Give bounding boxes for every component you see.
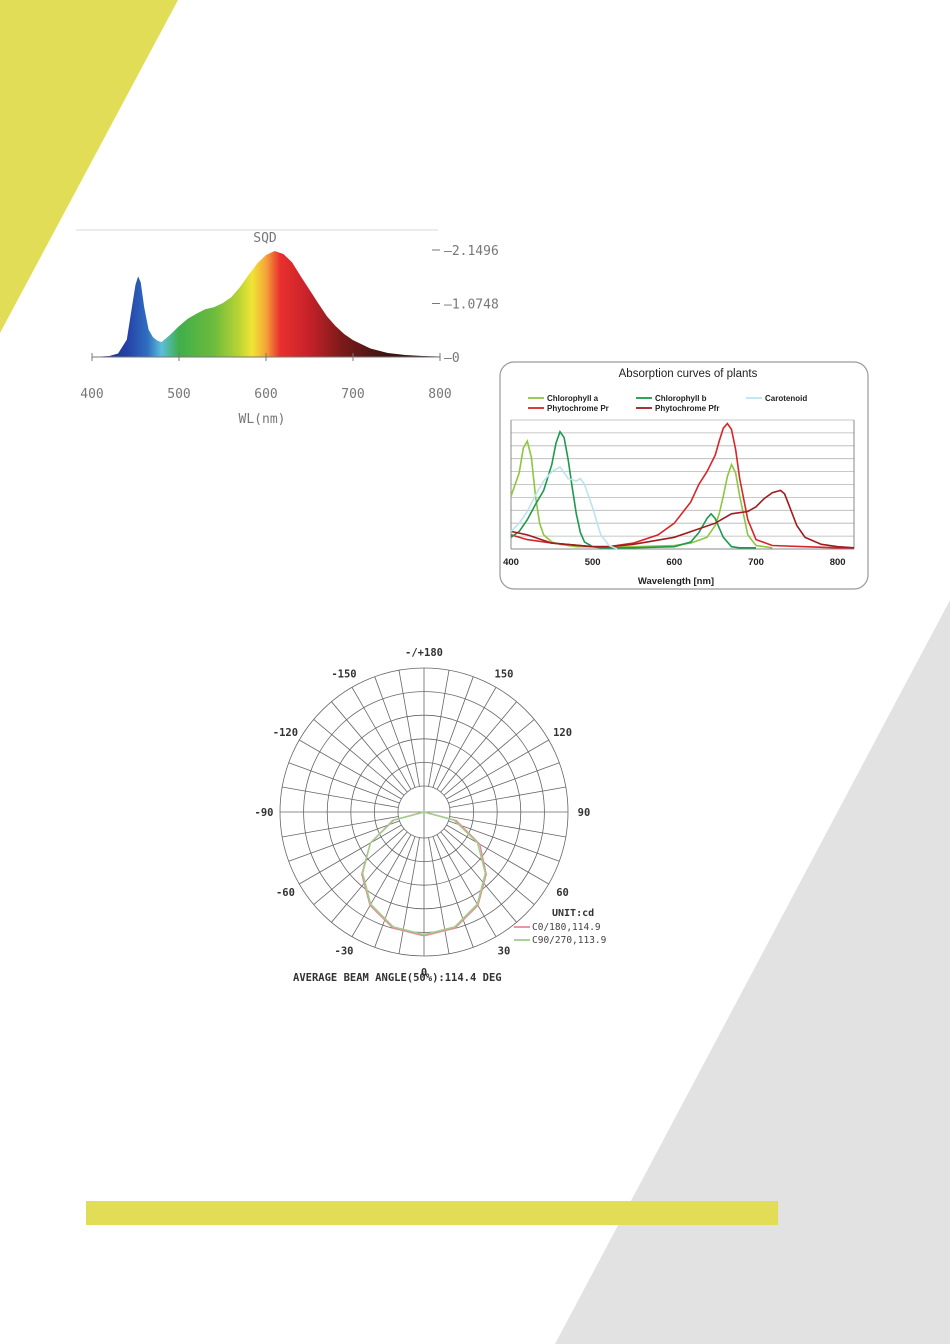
polar-spoke bbox=[446, 824, 549, 885]
polar-angle-label: -120 bbox=[273, 727, 298, 739]
spd-x-tick-label: 600 bbox=[254, 387, 277, 402]
polar-spoke bbox=[351, 834, 412, 937]
polar-spoke bbox=[443, 828, 535, 905]
abs-legend-label: Phytochrome Pfr bbox=[655, 404, 719, 413]
abs-legend-label: Chlorophyll b bbox=[655, 394, 707, 403]
polar-spoke bbox=[443, 719, 535, 796]
spd-x-tick-label: 400 bbox=[80, 387, 103, 402]
polar-angle-labels: -/+180 150 120 90 60 30 0 -30 -60 -90 -120 -150 bbox=[255, 647, 591, 979]
polar-spoke bbox=[446, 739, 549, 800]
spd-x-tick-label: 700 bbox=[341, 387, 364, 402]
polar-spoke bbox=[313, 719, 405, 796]
abs-lines bbox=[510, 422, 855, 550]
polar-series-line bbox=[361, 811, 487, 936]
abs-x-tick-label: 600 bbox=[666, 557, 682, 568]
abs-xlabel: Wavelength [nm] bbox=[638, 576, 714, 587]
abs-legend-label: Phytochrome Pr bbox=[547, 404, 609, 413]
spectrum-chart: SQD 400 500 600 700 800 —2.1496 —1.0748 —0 WL(n… bbox=[76, 229, 499, 427]
abs-series-line bbox=[510, 438, 773, 549]
polar-spoke bbox=[440, 831, 517, 923]
abs-ticks: 400 500 600 700 800 bbox=[503, 557, 846, 568]
abs-legend-label: Chlorophyll a bbox=[547, 394, 599, 403]
polar-angle-label: 90 bbox=[578, 807, 591, 819]
polar-angle-label: 0 bbox=[421, 967, 427, 979]
polar-angle-label: -60 bbox=[276, 887, 295, 899]
polar-spoke bbox=[331, 831, 408, 923]
spd-y-tick-label: —1.0748 bbox=[444, 298, 499, 313]
polar-angle-label: -30 bbox=[335, 946, 354, 958]
polar-spoke bbox=[282, 786, 399, 808]
spd-axis: 400 500 600 700 800 —2.1496 —1.0748 —0 bbox=[80, 244, 499, 402]
polar-spoke bbox=[313, 828, 405, 905]
abs-x-tick-label: 800 bbox=[830, 557, 846, 568]
polar-angle-label: 150 bbox=[495, 668, 514, 680]
polar-spoke bbox=[331, 701, 408, 793]
spd-x-tick-label: 500 bbox=[167, 387, 190, 402]
polar-spoke bbox=[448, 762, 560, 804]
spd-title: SQD bbox=[253, 231, 277, 246]
polar-spoke bbox=[449, 786, 566, 808]
polar-spoke bbox=[428, 670, 450, 787]
abs-x-tick-label: 400 bbox=[503, 557, 519, 568]
polar-angle-label: 60 bbox=[556, 887, 569, 899]
polar-angle-label: 120 bbox=[553, 727, 572, 739]
polar-spoke bbox=[436, 834, 497, 937]
polar-spoke bbox=[374, 676, 416, 788]
abs-series-line bbox=[510, 489, 855, 549]
polar-series bbox=[361, 811, 487, 937]
polar-spoke bbox=[398, 670, 420, 787]
yellow-corner-triangle bbox=[0, 0, 178, 333]
spd-y-tick-label: —2.1496 bbox=[444, 244, 499, 259]
abs-title: Absorption curves of plants bbox=[619, 368, 758, 380]
polar-spoke bbox=[449, 816, 566, 838]
footer-bar bbox=[86, 1201, 778, 1225]
polar-spoke bbox=[374, 836, 416, 948]
polar-spoke bbox=[440, 701, 517, 793]
polar-spoke bbox=[299, 824, 402, 885]
polar-angle-label: 30 bbox=[498, 946, 511, 958]
spd-area bbox=[92, 251, 440, 357]
abs-series-line bbox=[510, 465, 618, 550]
polar-spoke bbox=[428, 837, 450, 954]
polar-grid bbox=[279, 667, 569, 957]
polar-beam-chart: -/+180 150 120 90 60 30 0 -30 -60 -90 -120 -150 UNI… bbox=[255, 647, 607, 984]
polar-spoke bbox=[288, 762, 400, 804]
absorption-chart: Absorption curves of plants Chlorophyll … bbox=[499, 361, 869, 590]
polar-unit: UNIT:cd bbox=[552, 908, 594, 919]
abs-legend-label: Carotenoid bbox=[765, 394, 807, 403]
polar-spoke bbox=[398, 837, 420, 954]
polar-spoke bbox=[432, 676, 474, 788]
abs-x-tick-label: 700 bbox=[748, 557, 764, 568]
polar-legend-label: C90/270,113.9 bbox=[532, 935, 607, 946]
spd-y-tick-label: —0 bbox=[444, 351, 460, 366]
polar-spoke bbox=[288, 820, 400, 862]
abs-x-tick-label: 500 bbox=[585, 557, 601, 568]
polar-spoke bbox=[436, 687, 497, 790]
spd-xlabel: WL(nm) bbox=[239, 412, 286, 427]
gray-corner-triangle bbox=[555, 600, 950, 1344]
polar-angle-label: -/+180 bbox=[405, 647, 443, 659]
polar-legend: C0/180,114.9 C90/270,113.9 bbox=[514, 922, 607, 946]
abs-frame bbox=[499, 361, 869, 590]
polar-angle-label: -90 bbox=[255, 807, 274, 819]
polar-spoke bbox=[448, 820, 560, 862]
polar-spoke bbox=[282, 816, 399, 838]
polar-spoke bbox=[432, 836, 474, 948]
polar-spoke bbox=[351, 687, 412, 790]
polar-caption: AVERAGE BEAM ANGLE(50%):114.4 DEG bbox=[293, 972, 502, 984]
polar-spoke bbox=[299, 739, 402, 800]
spd-x-tick-label: 800 bbox=[428, 387, 451, 402]
polar-angle-label: -150 bbox=[331, 668, 356, 680]
polar-legend-label: C0/180,114.9 bbox=[532, 922, 601, 933]
